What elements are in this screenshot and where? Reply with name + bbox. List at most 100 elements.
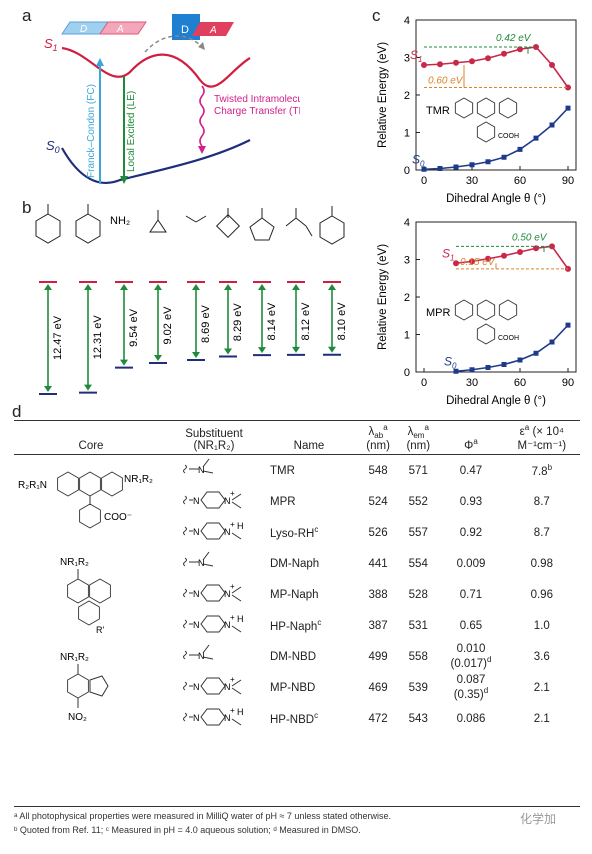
eps-cell: 0.98 [530,557,553,570]
chart-tmr: 0 30 60 90 0 1 2 3 4 Dihedral Angle θ (°) Relative… [377,15,577,205]
benzo-ring [67,673,89,699]
compound-label: TMR [426,105,450,117]
y-tick-label: 2 [404,90,410,102]
arrow-head-up [258,284,266,290]
arrow-head-down [328,346,336,353]
core-rings [67,578,111,626]
name-cell: DM-NBD [270,650,316,663]
piperazine-ring [200,491,226,509]
chart-mpr: 0 30 60 90 0 1 2 3 4 Dihedral Angle θ (°) Relative… [377,217,577,407]
panel-c-letter: c [372,6,381,25]
point-s1 [517,249,523,255]
point-s0 [517,146,523,152]
lab-cell: 387 [368,619,388,632]
ring [498,299,518,321]
y-axis-label: Relative Energy (eV) [377,42,389,148]
core-structure-3: NR₁R₂ NO₂ [60,652,109,723]
n-atom-2: N [224,620,231,630]
point-s0 [469,162,475,168]
point-s1 [549,62,555,68]
methyl [231,501,242,509]
lem-cell: 531 [408,619,428,632]
arrow-head-down [224,348,232,355]
n-atom-2: N [224,589,231,599]
xanthene-left [57,471,79,497]
phi-cell: 0.71 [459,588,483,601]
header-substituent: Substituent (NR₁R₂) [185,428,243,453]
phenyl-ring [476,323,496,345]
energy-label: 12.47 eV [52,315,64,360]
phi-cell: 0.086 [456,712,486,725]
table-row: N N + H HP-Naphc 387 531 0.65 1.0 [14,610,580,641]
eps-cell: 2.1 [533,712,550,725]
footnote-1: ᵃ All photophysical properties were meas… [14,811,391,821]
footnote-2: ᵇ Quoted from Ref. 11; ᶜ Measured in pH … [14,825,361,835]
name-cell: Lyso-RHc [270,525,319,541]
annot-tict: 0.60 eV [428,76,464,87]
core-rings [67,673,89,699]
core-top-label: NR₁R₂ [60,652,89,663]
s0-label: S0 [412,152,425,168]
arrow-head-up [120,284,128,290]
point-s0 [517,357,523,363]
point-s0 [549,339,555,345]
compound-label: MPR [426,307,451,319]
point-s0 [501,362,507,367]
methyl [231,493,242,501]
piperazine-ring [200,677,226,695]
arrow-head-down [154,355,162,362]
wavy-bond [183,650,187,660]
substituent-cell: N N + [168,579,260,610]
point-s1 [501,50,507,57]
twist-arrow [144,35,206,53]
arrow-head-up [84,284,92,290]
twisted-acceptor-label: A [209,25,217,36]
header-name: Name [293,440,325,453]
amine-nh2: NH₂ [110,215,130,227]
point-s0 [421,166,427,172]
point-s1 [501,252,507,259]
amine-structures [35,204,345,245]
planar-donor-label: D [80,24,87,35]
substituent-dimethyl-icon: N [183,458,214,475]
panel-b-letter: b [22,198,32,217]
table-row: R₂R₁N NR₁R₂ COO⁻ N TMR 548 571 0.47 7.8b [14,455,580,529]
s0-label: S0 [444,354,457,370]
arrow-head-up [154,284,162,290]
lem-cell: 558 [408,650,428,663]
phi-cell: 0.93 [459,495,483,508]
lab-cell: 526 [368,526,388,539]
substituent-piperazinium-icon: N N+ [183,675,242,695]
n-atom: N [198,651,205,661]
eps-cell: 7.8b [531,463,553,479]
wavy-bond [183,495,187,505]
core-cell: NR₁R₂ NO₂ [14,641,168,734]
point-s0 [453,164,459,170]
lab-cell: 524 [368,495,388,508]
annot-tict: 0.15 eV [460,257,496,268]
arrow-head-down [292,346,300,353]
point-s0 [437,166,443,171]
lem-cell: 571 [408,464,428,477]
s1-label: S1 [442,246,454,262]
point-s0 [453,368,459,374]
n-atom: N [193,620,200,630]
methyl [231,532,242,540]
x-tick-label: 30 [466,175,478,187]
phi-cell: 0.65 [459,619,483,632]
point-s0 [549,122,555,128]
point-s0 [533,350,539,356]
energy-levels: 12.47 eV 12.31 eV 9.54 eV 9.02 eV 8.69 eV 8.2… [39,281,348,395]
table-row: N N + MP-Naph 388 528 0.71 0.96 [14,579,580,610]
ring [454,97,474,119]
methyl [231,586,242,594]
n-atom: N [193,713,200,723]
core-right-label: NR₁R₂ [124,474,153,485]
cooh-label: COOH [498,133,519,140]
photophysics-table: Core Substituent (NR₁R₂) Name λaba (nm) λe… [14,420,580,734]
arrow-head-down [258,347,266,354]
ring [476,97,496,119]
name-cell: TMR [270,464,295,477]
eps-cell: 3.6 [533,650,550,663]
point-s1 [421,62,427,68]
